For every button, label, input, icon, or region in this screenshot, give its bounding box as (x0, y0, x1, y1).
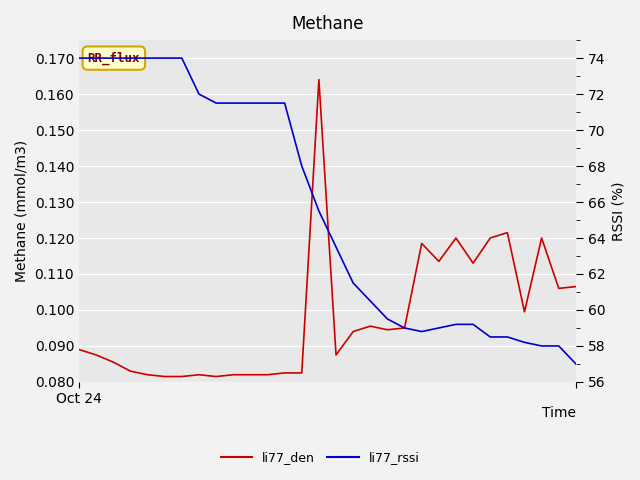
li77_rssi (349, 280, 357, 286)
li77_den (264, 372, 271, 378)
li77_den (538, 235, 545, 241)
li77_den (109, 359, 117, 365)
li77_rssi (92, 55, 100, 61)
li77_den (212, 373, 220, 379)
li77_den (349, 329, 357, 335)
li77_rssi (555, 343, 563, 349)
li77_rssi (538, 343, 545, 349)
li77_den (127, 368, 134, 374)
li77_den (144, 372, 152, 378)
li77_rssi (195, 91, 203, 97)
li77_rssi (298, 163, 306, 169)
li77_den (298, 370, 306, 376)
li77_rssi (109, 55, 117, 61)
Legend: li77_den, li77_rssi: li77_den, li77_rssi (216, 446, 424, 469)
li77_rssi (521, 339, 529, 345)
li77_rssi (469, 322, 477, 327)
li77_den (452, 235, 460, 241)
li77_den (572, 284, 580, 289)
Line: li77_den: li77_den (79, 80, 576, 376)
li77_rssi (178, 55, 186, 61)
li77_rssi (76, 55, 83, 61)
li77_rssi (246, 100, 254, 106)
li77_rssi (418, 329, 426, 335)
li77_den (418, 240, 426, 246)
li77_den (332, 352, 340, 358)
li77_den (367, 323, 374, 329)
li77_den (401, 325, 408, 331)
li77_den (281, 370, 289, 376)
li77_den (161, 373, 168, 379)
li77_rssi (212, 100, 220, 106)
li77_den (76, 347, 83, 352)
li77_rssi (144, 55, 152, 61)
li77_rssi (367, 298, 374, 304)
li77_den (229, 372, 237, 378)
li77_den (195, 372, 203, 378)
li77_den (315, 77, 323, 83)
li77_rssi (264, 100, 271, 106)
Title: Methane: Methane (291, 15, 364, 33)
Text: Time: Time (542, 406, 576, 420)
Line: li77_rssi: li77_rssi (79, 58, 576, 364)
li77_rssi (401, 325, 408, 331)
li77_den (521, 309, 529, 315)
li77_den (486, 235, 494, 241)
li77_rssi (281, 100, 289, 106)
li77_rssi (486, 334, 494, 340)
Text: RR_flux: RR_flux (88, 51, 140, 65)
li77_den (435, 259, 443, 264)
li77_rssi (315, 208, 323, 214)
li77_rssi (435, 325, 443, 331)
li77_den (504, 230, 511, 236)
li77_rssi (504, 334, 511, 340)
Y-axis label: Methane (mmol/m3): Methane (mmol/m3) (15, 140, 29, 282)
li77_rssi (572, 361, 580, 367)
li77_den (246, 372, 254, 378)
Y-axis label: RSSI (%): RSSI (%) (611, 181, 625, 241)
li77_rssi (127, 55, 134, 61)
li77_den (555, 286, 563, 291)
li77_den (383, 327, 391, 333)
li77_den (469, 260, 477, 266)
li77_rssi (161, 55, 168, 61)
li77_rssi (452, 322, 460, 327)
li77_rssi (229, 100, 237, 106)
li77_den (178, 373, 186, 379)
li77_rssi (332, 244, 340, 250)
li77_den (92, 352, 100, 358)
li77_rssi (383, 316, 391, 322)
